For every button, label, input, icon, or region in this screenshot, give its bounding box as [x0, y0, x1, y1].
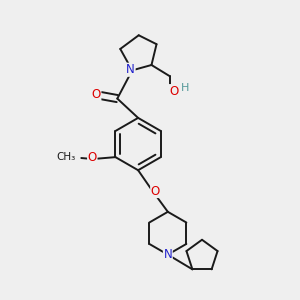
- Text: O: O: [169, 85, 178, 98]
- Text: N: N: [126, 63, 135, 76]
- Text: H: H: [181, 83, 190, 93]
- Text: O: O: [88, 151, 97, 164]
- Text: N: N: [164, 248, 172, 261]
- Text: CH₃: CH₃: [57, 152, 76, 162]
- Text: O: O: [151, 184, 160, 197]
- Text: O: O: [92, 88, 101, 100]
